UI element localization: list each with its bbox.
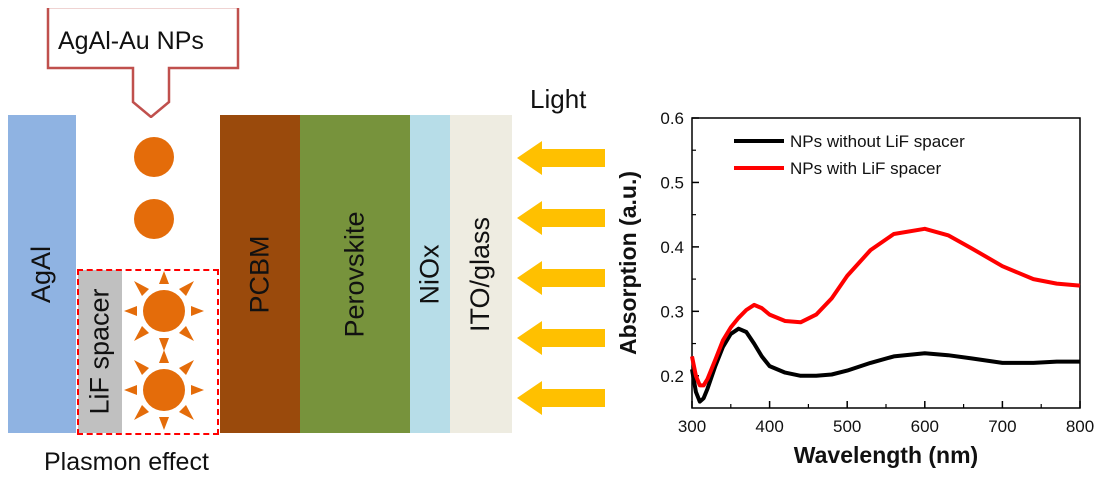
light-arrow bbox=[517, 201, 605, 235]
light-label: Light bbox=[530, 84, 587, 114]
y-tick-label: 0.4 bbox=[660, 238, 684, 257]
series-without-lif-line bbox=[690, 326, 1080, 404]
series-lines bbox=[690, 226, 1081, 404]
x-axis-label: Wavelength (nm) bbox=[794, 442, 978, 468]
niox-label: NiOx bbox=[414, 244, 445, 304]
x-tick-label: 300 bbox=[678, 417, 706, 436]
ito-glass-label: ITO/glass bbox=[465, 216, 496, 332]
absorption-chart: 300 400 500 600 700 800 0.2 0.3 0.4 0.5 0.6 NPs wi… bbox=[615, 109, 1094, 468]
lif-spacer-layer: LiF spacer bbox=[78, 270, 122, 433]
perovskite-layer: Perovskite bbox=[300, 115, 410, 433]
light-arrow bbox=[517, 141, 605, 175]
callout-label: AgAl-Au NPs bbox=[58, 27, 204, 55]
callout-shape bbox=[46, 8, 240, 118]
pcbm-label: PCBM bbox=[244, 234, 275, 314]
x-tick-label: 800 bbox=[1066, 417, 1094, 436]
plasmon-effect-label: Plasmon effect bbox=[44, 448, 209, 476]
nanoparticle-2 bbox=[134, 199, 174, 239]
x-tick-label: 700 bbox=[988, 417, 1016, 436]
light-arrow bbox=[517, 261, 605, 295]
light-arrow bbox=[517, 321, 605, 355]
legend-label-without-lif: NPs without LiF spacer bbox=[790, 132, 965, 151]
x-tick-label: 400 bbox=[755, 417, 783, 436]
tick-labels: 300 400 500 600 700 800 0.2 0.3 0.4 0.5 0.6 bbox=[660, 109, 1094, 436]
perovskite-label: Perovskite bbox=[339, 210, 370, 338]
legend-label-with-lif: NPs with LiF spacer bbox=[790, 159, 941, 178]
light-arrows bbox=[517, 141, 605, 415]
niox-layer: NiOx bbox=[410, 115, 450, 433]
legend: NPs without LiF spacer NPs with LiF spac… bbox=[734, 132, 965, 178]
x-tick-label: 600 bbox=[911, 417, 939, 436]
ito-glass-layer: ITO/glass bbox=[450, 115, 512, 433]
y-tick-label: 0.2 bbox=[660, 367, 684, 386]
y-tick-label: 0.6 bbox=[660, 109, 684, 128]
glowing-nanoparticle-1 bbox=[124, 271, 204, 351]
y-tick-label: 0.3 bbox=[660, 302, 684, 321]
light-arrow bbox=[517, 381, 605, 415]
pcbm-layer: PCBM bbox=[220, 115, 300, 433]
series-with-lif-line bbox=[690, 226, 1081, 388]
agal-layer: AgAl bbox=[8, 115, 76, 433]
plasmon-region bbox=[77, 269, 219, 435]
glowing-nanoparticle-2 bbox=[124, 350, 204, 430]
y-axis-label: Absorption (a.u.) bbox=[615, 171, 641, 355]
y-tick-label: 0.5 bbox=[660, 173, 684, 192]
nanoparticles bbox=[124, 137, 204, 430]
x-tick-label: 500 bbox=[833, 417, 861, 436]
nanoparticle-1 bbox=[134, 137, 174, 177]
